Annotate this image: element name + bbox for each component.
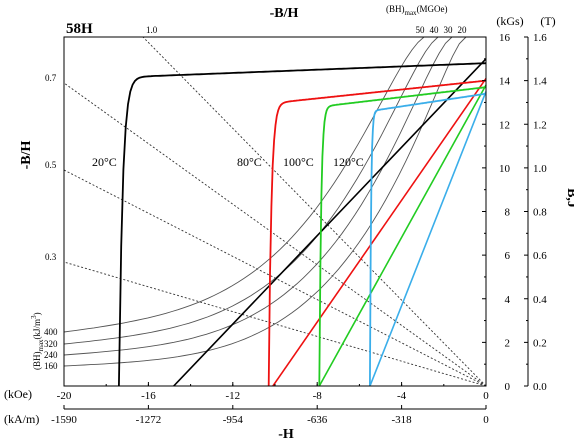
demag-line bbox=[272, 77, 487, 387]
series-label-20c: 20°C bbox=[92, 155, 117, 169]
bhmax-left-value: 320 bbox=[44, 339, 58, 349]
x-tick-label-koe: -4 bbox=[397, 390, 407, 402]
right-axis-title: B,J bbox=[564, 188, 574, 208]
y-tick-label-kgs: 8 bbox=[505, 207, 511, 219]
j-curve-100c bbox=[318, 86, 487, 387]
y-tick-label-t: 0.8 bbox=[533, 207, 547, 219]
series-label-100c: 100°C bbox=[283, 155, 314, 169]
x-tick-label-kam: -954 bbox=[223, 414, 244, 426]
x-tick-label-kam: -1590 bbox=[51, 414, 77, 426]
bhmax-curve bbox=[63, 36, 467, 367]
load-line-label: 1.0 bbox=[146, 25, 158, 35]
y-tick-label-t: 1.2 bbox=[533, 119, 547, 131]
plot-frame bbox=[63, 36, 487, 387]
unit-t: (T) bbox=[540, 14, 555, 28]
axes-layer: -20 -1590 -16 -1272 -12 -954 -8 -636 -4 -318 0 0 0 0.… bbox=[51, 32, 547, 426]
bhmax-top-value: 40 bbox=[430, 25, 440, 35]
unit-kam: (kA/m) bbox=[4, 412, 39, 426]
left-axis-title: -B/H bbox=[19, 141, 34, 170]
demag-line bbox=[318, 84, 487, 387]
y-tick-label-kgs: 2 bbox=[505, 337, 511, 349]
load-line bbox=[142, 36, 487, 387]
y-tick-label-t: 0.6 bbox=[533, 250, 547, 262]
j-curve-120c bbox=[369, 92, 487, 387]
bottom-axis-title: -H bbox=[278, 427, 294, 442]
x-tick-label-koe: -12 bbox=[225, 390, 240, 402]
y-tick-label-kgs: 16 bbox=[499, 32, 511, 44]
x-tick-label-koe: -8 bbox=[313, 390, 323, 402]
bhmax-top-value: 20 bbox=[458, 25, 468, 35]
unit-kgs: (kGs) bbox=[496, 14, 523, 28]
y-tick-label-kgs: 0 bbox=[505, 381, 511, 393]
bhmax-top-value: 50 bbox=[416, 25, 426, 35]
series-label-120c: 120°C bbox=[333, 155, 364, 169]
load-line-label: 0.3 bbox=[45, 252, 57, 262]
chart-title: 58H bbox=[66, 21, 93, 37]
y-tick-label-t: 1.4 bbox=[533, 76, 547, 88]
series-layer bbox=[118, 58, 487, 387]
bhmax-left-value: 400 bbox=[44, 327, 58, 337]
x-tick-label-kam: -318 bbox=[392, 414, 413, 426]
x-tick-label-kam: 0 bbox=[483, 414, 489, 426]
load-line bbox=[63, 261, 487, 387]
bhmax-left-value: 240 bbox=[44, 350, 58, 360]
x-tick-label-koe: 0 bbox=[483, 390, 489, 402]
y-tick-label-kgs: 12 bbox=[499, 119, 510, 131]
bhmax-top-label: (BH)max(MGOe) bbox=[386, 4, 448, 17]
bhmax-curve bbox=[63, 36, 439, 345]
series-label-80c: 80°C bbox=[237, 155, 262, 169]
y-tick-label-kgs: 10 bbox=[499, 163, 511, 175]
y-tick-label-t: 0.0 bbox=[533, 381, 547, 393]
j-curve-80c bbox=[267, 79, 487, 387]
y-tick-label-t: 0.4 bbox=[533, 294, 547, 306]
x-tick-label-koe: -20 bbox=[57, 390, 72, 402]
unit-koe: (kOe) bbox=[4, 387, 32, 401]
demag-line bbox=[173, 58, 487, 387]
y-tick-label-t: 1.0 bbox=[533, 163, 547, 175]
y-tick-label-kgs: 14 bbox=[499, 76, 511, 88]
bhmax-left-label: (BH)max(kJ/m3) bbox=[30, 312, 45, 370]
y-tick-label-t: 0.2 bbox=[533, 337, 547, 349]
bhmax-left-value: 160 bbox=[44, 361, 58, 371]
demag-line bbox=[369, 91, 487, 387]
load-line-label: 0.5 bbox=[45, 160, 57, 170]
load-line-label: 0.7 bbox=[45, 73, 57, 83]
bhmax-top-value: 30 bbox=[444, 25, 454, 35]
y-tick-label-kgs: 6 bbox=[505, 250, 511, 262]
bhmax-curve bbox=[63, 36, 425, 333]
load-line bbox=[63, 82, 487, 387]
x-tick-label-kam: -636 bbox=[307, 414, 328, 426]
top-axis-title: -B/H bbox=[270, 6, 299, 21]
bhmax-curve bbox=[63, 36, 453, 356]
y-tick-label-kgs: 4 bbox=[505, 294, 511, 306]
x-tick-label-kam: -1272 bbox=[136, 414, 162, 426]
x-tick-label-koe: -16 bbox=[141, 390, 156, 402]
y-tick-label-t: 1.6 bbox=[533, 32, 547, 44]
j-curve-20c bbox=[118, 62, 487, 387]
